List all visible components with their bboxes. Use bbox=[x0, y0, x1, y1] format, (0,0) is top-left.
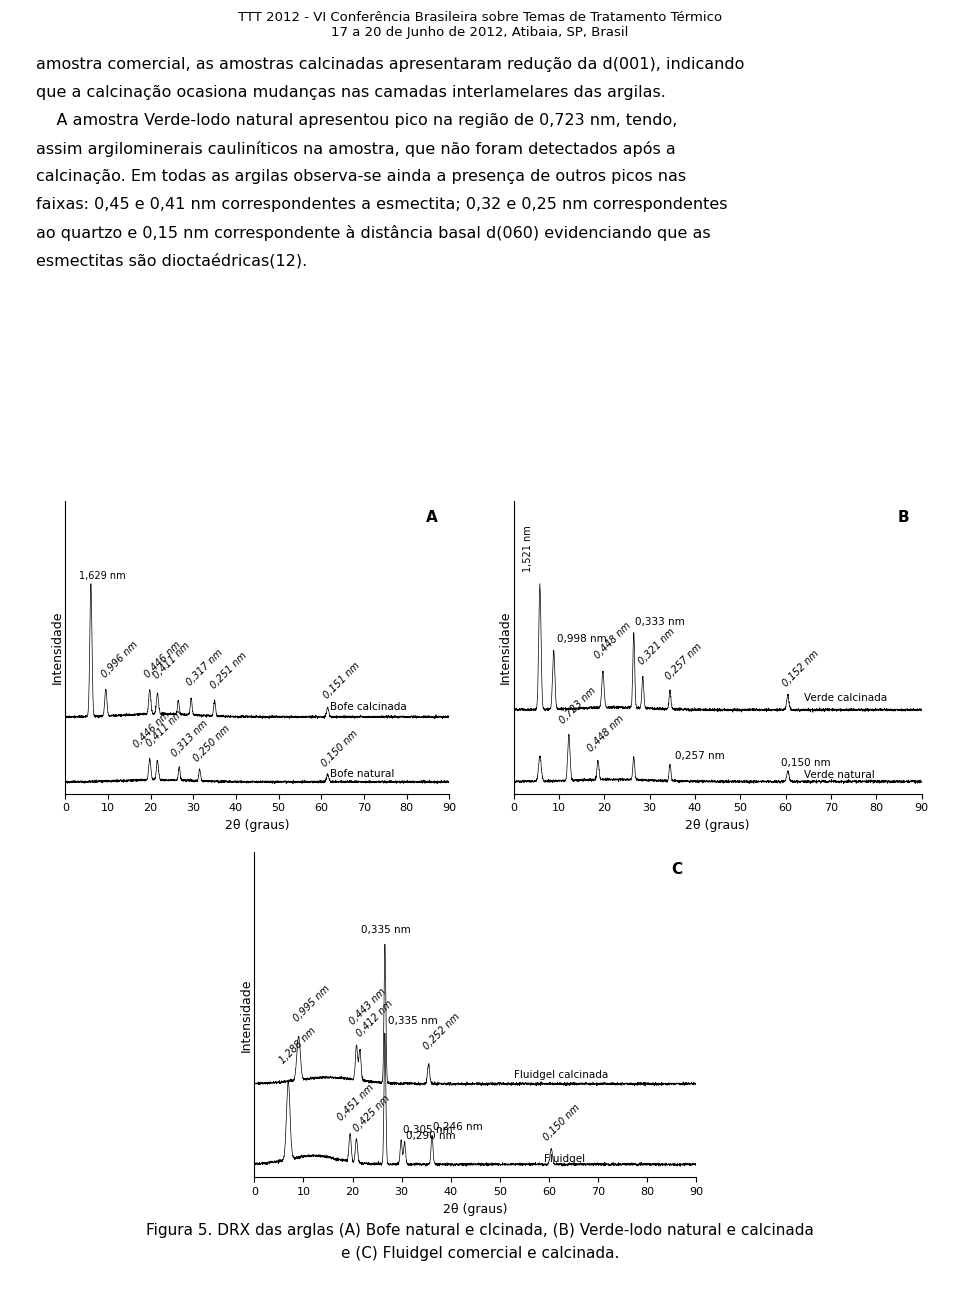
Text: 0,321 nm: 0,321 nm bbox=[636, 627, 677, 667]
Text: B: B bbox=[898, 510, 909, 524]
Text: 0,446 nm: 0,446 nm bbox=[143, 640, 183, 680]
Text: 0,448 nm: 0,448 nm bbox=[593, 621, 634, 661]
Text: 0,257 nm: 0,257 nm bbox=[675, 751, 724, 761]
Text: 0,451 nm: 0,451 nm bbox=[335, 1082, 375, 1123]
Y-axis label: Intensidade: Intensidade bbox=[51, 610, 64, 684]
Text: 0,412 nm: 0,412 nm bbox=[355, 998, 396, 1038]
Text: 0,448 nm: 0,448 nm bbox=[587, 713, 626, 753]
Text: 0,723 nm: 0,723 nm bbox=[558, 686, 598, 726]
Text: 0,250 nm: 0,250 nm bbox=[191, 723, 231, 764]
Text: 0,257 nm: 0,257 nm bbox=[663, 641, 704, 682]
Text: Verde natural: Verde natural bbox=[804, 770, 875, 779]
Text: calcinação. Em todas as argilas observa-se ainda a presença de outros picos nas: calcinação. Em todas as argilas observa-… bbox=[36, 169, 686, 185]
Text: ao quartzo e 0,15 nm correspondente à distância basal d(060) evidenciando que as: ao quartzo e 0,15 nm correspondente à di… bbox=[36, 225, 711, 241]
Text: Bofe calcinada: Bofe calcinada bbox=[330, 703, 407, 712]
Text: que a calcinação ocasiona mudanças nas camadas interlamelares das argilas.: que a calcinação ocasiona mudanças nas c… bbox=[36, 86, 666, 100]
Text: 1,288 nm: 1,288 nm bbox=[278, 1025, 318, 1066]
Text: 17 a 20 de Junho de 2012, Atibaia, SP, Brasil: 17 a 20 de Junho de 2012, Atibaia, SP, B… bbox=[331, 26, 629, 39]
Text: 0,251 nm: 0,251 nm bbox=[208, 650, 249, 691]
Text: 0,305 nm: 0,305 nm bbox=[402, 1125, 452, 1134]
Text: 0,443 nm: 0,443 nm bbox=[348, 986, 388, 1026]
Text: Figura 5. DRX das arglas (A) Bofe natural e clcinada, (B) Verde-lodo natural e c: Figura 5. DRX das arglas (A) Bofe natura… bbox=[146, 1223, 814, 1239]
Text: 0,335 nm: 0,335 nm bbox=[361, 925, 411, 935]
Text: 0,411 nm: 0,411 nm bbox=[144, 708, 184, 748]
Text: 0,313 nm: 0,313 nm bbox=[170, 718, 210, 758]
Text: 0,995 nm: 0,995 nm bbox=[291, 984, 331, 1024]
Text: A amostra Verde-lodo natural apresentou pico na região de 0,723 nm, tendo,: A amostra Verde-lodo natural apresentou … bbox=[36, 113, 678, 129]
Text: 0,335 nm: 0,335 nm bbox=[388, 1016, 438, 1025]
Text: faixas: 0,45 e 0,41 nm correspondentes a esmectita; 0,32 e 0,25 nm correspondent: faixas: 0,45 e 0,41 nm correspondentes a… bbox=[36, 196, 728, 212]
Text: esmectitas são dioctaédricas(12).: esmectitas são dioctaédricas(12). bbox=[36, 252, 308, 268]
Text: 0,252 nm: 0,252 nm bbox=[421, 1012, 462, 1051]
Text: e (C) Fluidgel comercial e calcinada.: e (C) Fluidgel comercial e calcinada. bbox=[341, 1246, 619, 1262]
Text: Verde calcinada: Verde calcinada bbox=[804, 693, 887, 704]
Text: assim argilominerais cauliníticos na amostra, que não foram detectados após a: assim argilominerais cauliníticos na amo… bbox=[36, 142, 676, 157]
Text: amostra comercial, as amostras calcinadas apresentaram redução da d(001), indica: amostra comercial, as amostras calcinada… bbox=[36, 57, 745, 73]
Text: 0,151 nm: 0,151 nm bbox=[323, 661, 362, 701]
X-axis label: 2θ (graus): 2θ (graus) bbox=[685, 818, 750, 831]
Text: 0,446 nm: 0,446 nm bbox=[132, 709, 172, 749]
Text: Bofe natural: Bofe natural bbox=[330, 769, 395, 779]
Text: 0,246 nm: 0,246 nm bbox=[434, 1123, 483, 1132]
Text: 0,998 nm: 0,998 nm bbox=[557, 635, 607, 644]
Text: Fluidgel: Fluidgel bbox=[544, 1154, 585, 1164]
Text: 1,521 nm: 1,521 nm bbox=[522, 524, 533, 571]
Text: A: A bbox=[426, 510, 438, 524]
X-axis label: 2θ (graus): 2θ (graus) bbox=[443, 1202, 508, 1215]
Text: 0,317 nm: 0,317 nm bbox=[184, 648, 225, 688]
Text: 1,629 nm: 1,629 nm bbox=[79, 571, 126, 582]
Y-axis label: Intensidade: Intensidade bbox=[240, 978, 253, 1051]
Text: Fluidgel calcinada: Fluidgel calcinada bbox=[515, 1071, 609, 1080]
Text: 0,333 nm: 0,333 nm bbox=[636, 617, 684, 627]
Text: 0,996 nm: 0,996 nm bbox=[100, 640, 139, 680]
Text: 0,150 nm: 0,150 nm bbox=[319, 729, 359, 769]
Text: 0,150 nm: 0,150 nm bbox=[541, 1102, 582, 1142]
Y-axis label: Intensidade: Intensidade bbox=[499, 610, 513, 684]
Text: TTT 2012 - VI Conferência Brasileira sobre Temas de Tratamento Térmico: TTT 2012 - VI Conferência Brasileira sob… bbox=[238, 10, 722, 23]
Text: 0,290 nm: 0,290 nm bbox=[405, 1132, 455, 1141]
Text: 0,425 nm: 0,425 nm bbox=[351, 1093, 392, 1133]
Text: 0,150 nm: 0,150 nm bbox=[781, 758, 830, 768]
Text: C: C bbox=[672, 863, 683, 877]
Text: 0,411 nm: 0,411 nm bbox=[152, 640, 192, 680]
X-axis label: 2θ (graus): 2θ (graus) bbox=[225, 818, 290, 831]
Text: 0,152 nm: 0,152 nm bbox=[780, 648, 821, 688]
